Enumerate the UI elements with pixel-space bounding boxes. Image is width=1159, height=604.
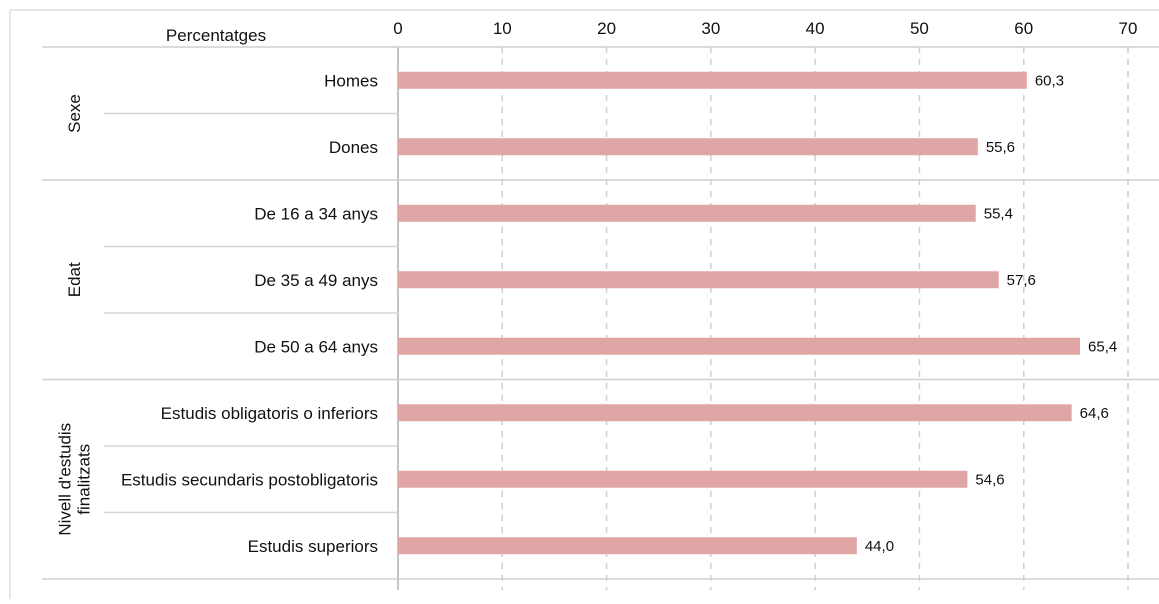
data-label: 60,3: [1035, 72, 1064, 89]
group-labels: Sexe Edat Nivell d'estudisfinalitzats: [56, 94, 94, 536]
x-tick-label: 10: [493, 19, 512, 38]
data-label: 57,6: [1007, 272, 1036, 289]
category-labels: Homes Dones De 16 a 34 anys De 35 a 49 anys…: [121, 71, 378, 556]
group-label-line: Edat: [65, 262, 84, 297]
unit-label: Percentatges: [166, 26, 266, 45]
category-label: Estudis secundaris postobligatoris: [121, 470, 378, 489]
category-label: Dones: [329, 138, 378, 157]
value-labels: 60,3 55,6 55,4 57,6 65,4 64,6 54,6 44,0: [865, 72, 1117, 555]
bar: [398, 204, 976, 222]
group-label: Edat: [65, 262, 84, 297]
data-label: 64,6: [1080, 405, 1109, 422]
x-tick-label: 50: [910, 19, 929, 38]
bar: [398, 404, 1072, 422]
group-label-line: Nivell d'estudis: [56, 423, 75, 536]
category-label: De 16 a 34 anys: [254, 204, 378, 223]
data-label: 55,4: [984, 205, 1013, 222]
group-label: Nivell d'estudisfinalitzats: [56, 423, 94, 536]
x-tick-label: 30: [701, 19, 720, 38]
category-label: De 50 a 64 anys: [254, 337, 378, 356]
group-label-line: finalitzats: [75, 444, 94, 515]
group-label: Sexe: [65, 94, 84, 133]
data-label: 54,6: [975, 471, 1004, 488]
x-tick-label: 40: [806, 19, 825, 38]
category-label: De 35 a 49 anys: [254, 271, 378, 290]
bars: [398, 71, 1081, 555]
row-separators: [42, 46, 1159, 580]
group-label-line: Sexe: [65, 94, 84, 133]
gridlines: [397, 47, 1129, 590]
data-label: 44,0: [865, 538, 894, 555]
data-label: 65,4: [1088, 338, 1117, 355]
category-label: Estudis superiors: [248, 537, 378, 556]
bar: [398, 71, 1027, 89]
x-tick-label: 60: [1014, 19, 1033, 38]
bar: [398, 271, 999, 289]
category-label: Homes: [324, 71, 378, 90]
bar: [398, 537, 857, 555]
bar: [398, 470, 968, 488]
x-tick-label: 20: [597, 19, 616, 38]
bar: [398, 138, 978, 156]
x-tick-label: 70: [1119, 19, 1138, 38]
x-axis-ticks: 0 10 20 30 40 50 60 70: [393, 19, 1137, 38]
x-tick-label: 0: [393, 19, 402, 38]
bar: [398, 337, 1081, 355]
category-label: Estudis obligatoris o inferiors: [161, 404, 378, 423]
data-label: 55,6: [986, 139, 1015, 156]
